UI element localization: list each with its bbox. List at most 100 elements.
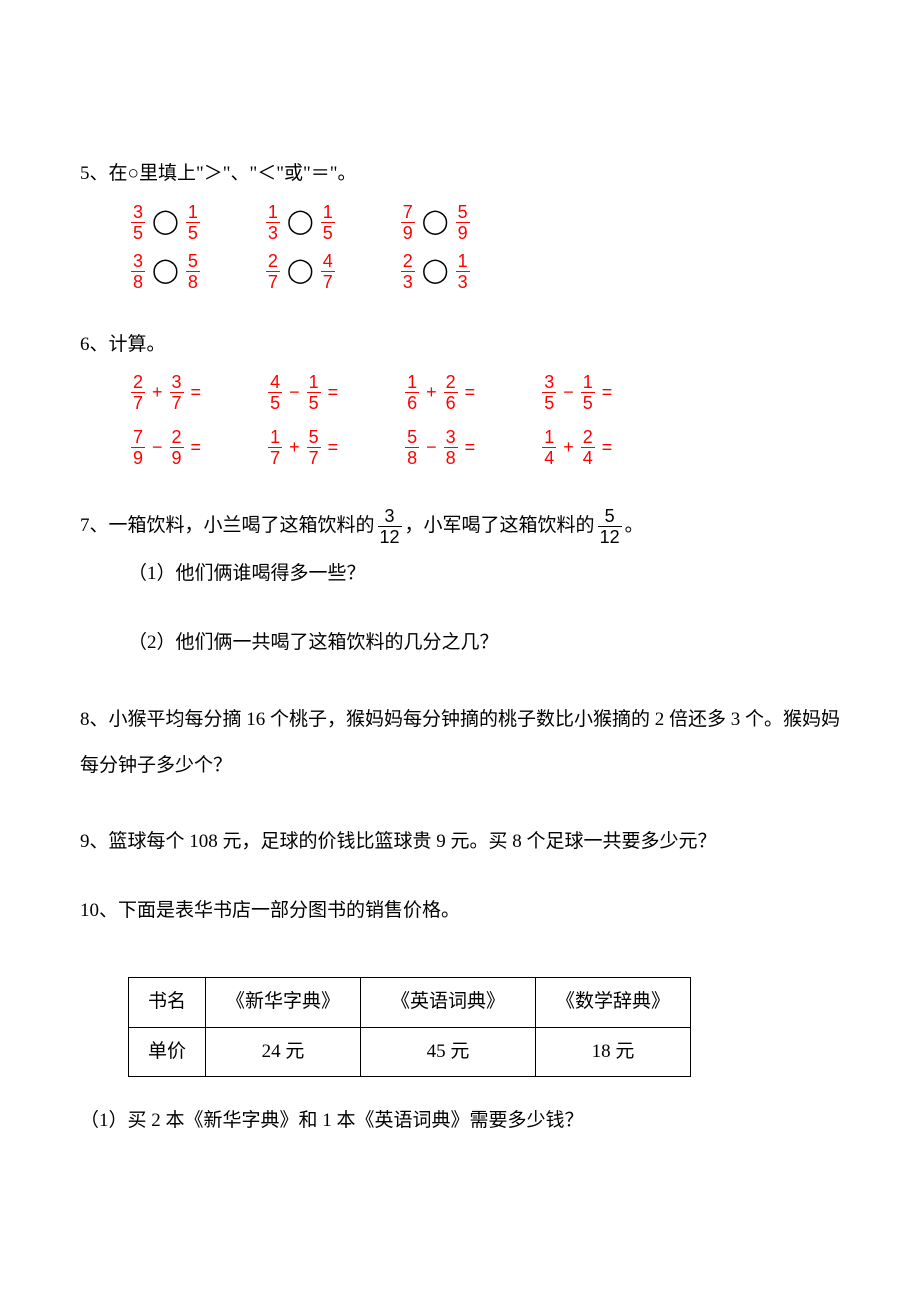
q6-r2c2: 17 + 57 =	[265, 428, 342, 467]
fraction-icon: 512	[598, 507, 622, 546]
q10-prompt: 10、下面是表华书店一部分图书的销售价格。	[80, 897, 840, 926]
q7-sub1: （1）他们俩谁喝得多一些？	[80, 560, 840, 589]
question-10: 10、下面是表华书店一部分图书的销售价格。 书名 《新华字典》 《英语词典》 《…	[80, 897, 840, 1136]
fraction-icon: 26	[444, 373, 458, 412]
fraction-icon: 29	[170, 428, 184, 467]
q6-row-1: 27 + 37 = 45 − 15 = 16 + 26 = 35 − 15	[128, 373, 840, 412]
op-minus: −	[152, 434, 163, 461]
q9-text: 9、篮球每个 108 元，足球的价钱比篮球贵 9 元。买 8 个足球一共要多少元…	[80, 831, 717, 852]
q5-prompt: 5、在○里填上"＞"、"＜"或"＝"。	[80, 160, 840, 189]
op-plus: +	[289, 434, 300, 461]
q6-r2c1: 79 − 29 =	[128, 428, 205, 467]
fraction-icon: 15	[321, 203, 335, 242]
q6-prompt: 6、计算。	[80, 331, 840, 360]
question-9: 9、篮球每个 108 元，足球的价钱比篮球贵 9 元。买 8 个足球一共要多少元…	[80, 828, 840, 857]
op-equals: =	[602, 434, 613, 461]
op-equals: =	[328, 434, 339, 461]
fraction-icon: 57	[307, 428, 321, 467]
fraction-icon: 35	[131, 203, 145, 242]
question-7: 7、一箱饮料，小兰喝了这箱饮料的 312 ，小军喝了这箱饮料的 512 。 （1…	[80, 507, 840, 657]
fraction-icon: 58	[186, 252, 200, 291]
q5-grid: 35 ◯ 15 13 ◯ 15 79 ◯ 59 38 ◯ 58 27	[80, 203, 840, 291]
table-cell: 书名	[129, 978, 206, 1028]
fraction-icon: 37	[170, 373, 184, 412]
fraction-icon: 27	[266, 252, 280, 291]
fraction-icon: 58	[405, 428, 419, 467]
q7-text-mid: ，小军喝了这箱饮料的	[405, 512, 595, 541]
fraction-icon: 15	[186, 203, 200, 242]
question-8: 8、小猴平均每分摘 16 个桃子，猴妈妈每分钟摘的桃子数比小猴摘的 2 倍还多 …	[80, 697, 840, 788]
circle-blank-icon: ◯	[287, 210, 314, 234]
fraction-icon: 13	[266, 203, 280, 242]
fraction-icon: 38	[444, 428, 458, 467]
op-minus: −	[563, 379, 574, 406]
fraction-icon: 79	[401, 203, 415, 242]
fraction-icon: 79	[131, 428, 145, 467]
q6-r2c4: 14 + 24 =	[539, 428, 616, 467]
op-minus: −	[289, 379, 300, 406]
question-6: 6、计算。 27 + 37 = 45 − 15 = 16 + 26 = 35	[80, 331, 840, 468]
fraction-icon: 23	[401, 252, 415, 291]
op-plus: +	[563, 434, 574, 461]
fraction-icon: 16	[405, 373, 419, 412]
q10-book-price-table: 书名 《新华字典》 《英语词典》 《数学辞典》 单价 24 元 45 元 18 …	[128, 977, 691, 1077]
q7-text-after: 。	[625, 512, 644, 541]
q5-r2c2: 27 ◯ 47	[263, 252, 338, 291]
op-equals: =	[602, 379, 613, 406]
fraction-icon: 47	[321, 252, 335, 291]
q6-r2c3: 58 − 38 =	[402, 428, 479, 467]
table-cell: 《英语词典》	[361, 978, 536, 1028]
fraction-icon: 45	[268, 373, 282, 412]
fraction-icon: 35	[542, 373, 556, 412]
fraction-icon: 13	[456, 252, 470, 291]
table-row: 单价 24 元 45 元 18 元	[129, 1027, 691, 1077]
table-cell: 《数学辞典》	[536, 978, 691, 1028]
circle-blank-icon: ◯	[287, 259, 314, 283]
op-plus: +	[426, 379, 437, 406]
table-cell: 单价	[129, 1027, 206, 1077]
op-equals: =	[191, 434, 202, 461]
fraction-icon: 15	[307, 373, 321, 412]
q6-grid: 27 + 37 = 45 − 15 = 16 + 26 = 35 − 15	[80, 373, 840, 467]
q10-sub1: （1）买 2 本《新华字典》和 1 本《英语词典》需要多少钱？	[80, 1107, 840, 1136]
fraction-icon: 38	[131, 252, 145, 291]
q7-prompt: 7、一箱饮料，小兰喝了这箱饮料的 312 ，小军喝了这箱饮料的 512 。	[80, 507, 840, 546]
circle-blank-icon: ◯	[422, 210, 449, 234]
q5-row-1: 35 ◯ 15 13 ◯ 15 79 ◯ 59	[128, 203, 840, 242]
op-equals: =	[465, 379, 476, 406]
q5-r2c1: 38 ◯ 58	[128, 252, 203, 291]
q5-r2c3: 23 ◯ 13	[398, 252, 473, 291]
op-equals: =	[328, 379, 339, 406]
circle-blank-icon: ◯	[422, 259, 449, 283]
table-row: 书名 《新华字典》 《英语词典》 《数学辞典》	[129, 978, 691, 1028]
table-cell: 45 元	[361, 1027, 536, 1077]
table-cell: 24 元	[206, 1027, 361, 1077]
fraction-icon: 27	[131, 373, 145, 412]
circle-blank-icon: ◯	[152, 259, 179, 283]
circle-blank-icon: ◯	[152, 210, 179, 234]
op-equals: =	[465, 434, 476, 461]
question-5: 5、在○里填上"＞"、"＜"或"＝"。 35 ◯ 15 13 ◯ 15 79 ◯…	[80, 160, 840, 291]
table-cell: 《新华字典》	[206, 978, 361, 1028]
q5-row-2: 38 ◯ 58 27 ◯ 47 23 ◯ 13	[128, 252, 840, 291]
fraction-icon: 312	[378, 507, 402, 546]
op-plus: +	[152, 379, 163, 406]
op-equals: =	[191, 379, 202, 406]
q5-r1c3: 79 ◯ 59	[398, 203, 473, 242]
q5-r1c1: 35 ◯ 15	[128, 203, 203, 242]
table-cell: 18 元	[536, 1027, 691, 1077]
fraction-icon: 59	[456, 203, 470, 242]
fraction-icon: 17	[268, 428, 282, 467]
fraction-icon: 24	[581, 428, 595, 467]
op-minus: −	[426, 434, 437, 461]
q5-r1c2: 13 ◯ 15	[263, 203, 338, 242]
q6-r1c3: 16 + 26 =	[402, 373, 479, 412]
q6-r1c1: 27 + 37 =	[128, 373, 205, 412]
q7-sub2: （2）他们俩一共喝了这箱饮料的几分之几？	[80, 629, 840, 658]
q6-row-2: 79 − 29 = 17 + 57 = 58 − 38 = 14 + 24	[128, 428, 840, 467]
fraction-icon: 15	[581, 373, 595, 412]
q6-r1c4: 35 − 15 =	[539, 373, 616, 412]
fraction-icon: 14	[542, 428, 556, 467]
q8-text: 8、小猴平均每分摘 16 个桃子，猴妈妈每分钟摘的桃子数比小猴摘的 2 倍还多 …	[80, 709, 840, 776]
q7-text-before: 7、一箱饮料，小兰喝了这箱饮料的	[80, 512, 375, 541]
